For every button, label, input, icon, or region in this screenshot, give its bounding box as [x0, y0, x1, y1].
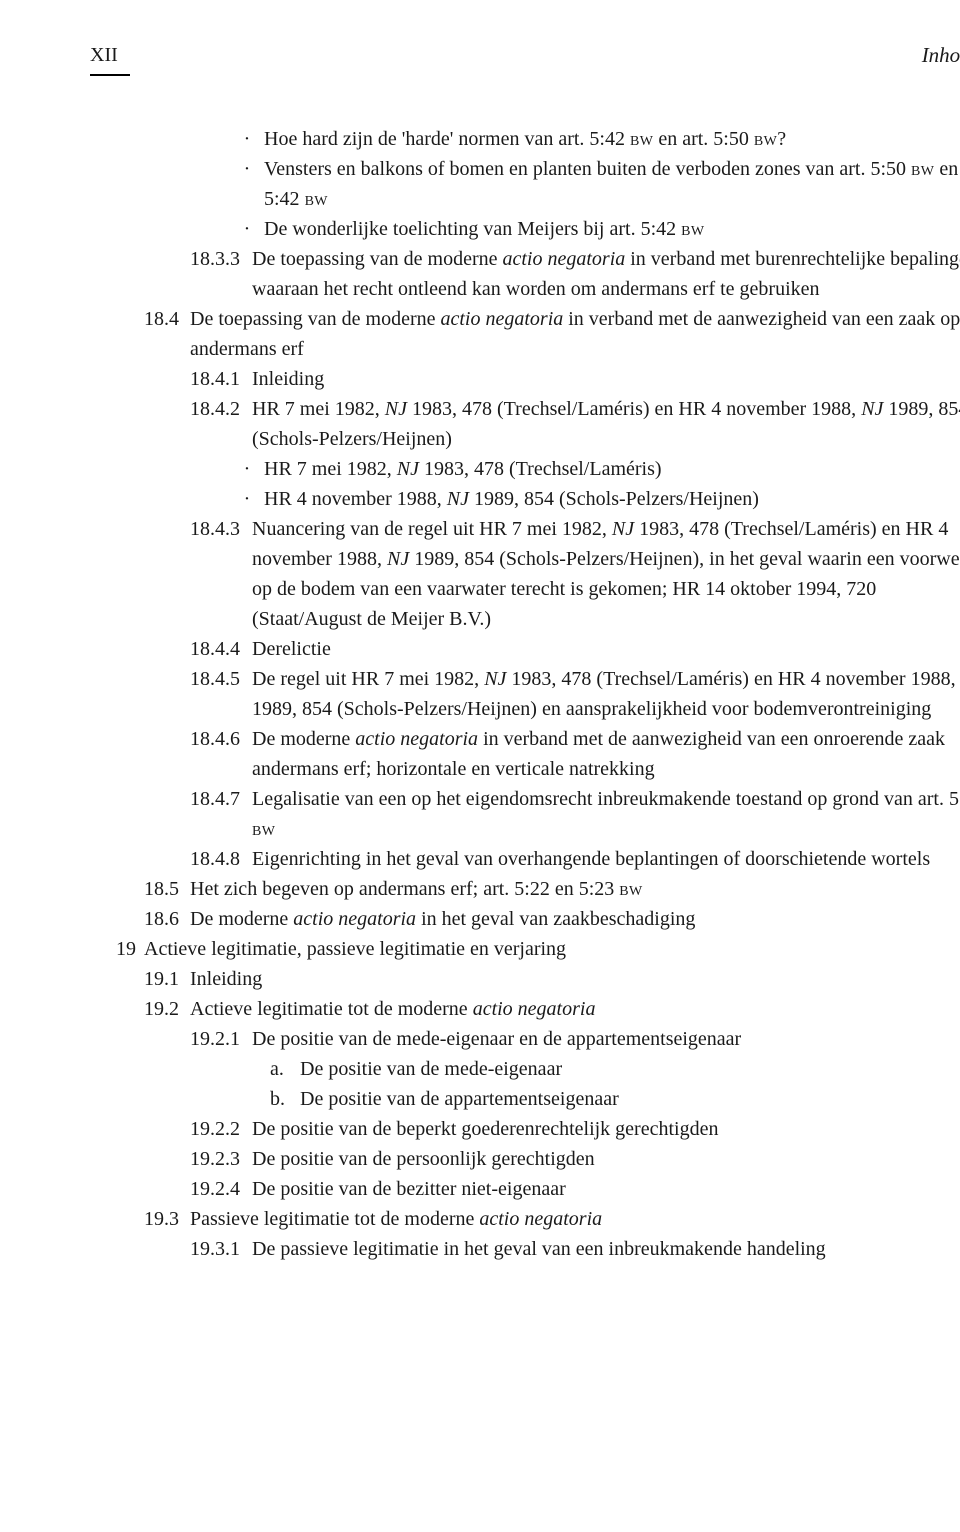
toc-entry-title: Inleiding — [190, 964, 960, 994]
toc-entry-number: 18.4.6 — [190, 724, 252, 754]
toc-entry-title: Actieve legitimatie tot de moderne actio… — [190, 994, 960, 1024]
toc-entry-title: Nuancering van de regel uit HR 7 mei 198… — [252, 514, 960, 634]
toc-entry-title: De toepassing van de moderne actio negat… — [190, 304, 960, 364]
toc-entry: 18.4.6De moderne actio negatoria in verb… — [90, 724, 960, 784]
running-header: XII Inhoudsopgave — [90, 40, 960, 76]
toc-bullet: · — [238, 124, 256, 154]
toc-entry: 18.4.8Eigenrichting in het geval van ove… — [90, 844, 960, 874]
toc-entry: · Hoe hard zijn de 'harde' normen van art… — [90, 124, 960, 154]
toc-entry-title: Inleiding — [252, 364, 960, 394]
toc-entry: 19.3.1De passieve legitimatie in het gev… — [90, 1234, 960, 1264]
toc-entry-number: b. — [270, 1084, 300, 1114]
toc-entry: 19.1Inleiding271 — [90, 964, 960, 994]
toc-entry-title: Passieve legitimatie tot de moderne acti… — [190, 1204, 960, 1234]
toc-entry-title: HR 7 mei 1982, NJ 1983, 478 (Trechsel/La… — [252, 394, 960, 454]
toc-entry-number: 19.3 — [144, 1204, 190, 1234]
toc-entry: a.De positie van de mede-eigenaar272 — [90, 1054, 960, 1084]
toc-entry-title: Eigenrichting in het geval van overhange… — [252, 844, 960, 874]
toc-entry: 18.4.2HR 7 mei 1982, NJ 1983, 478 (Trech… — [90, 394, 960, 454]
toc-entry-number: 18.4.7 — [190, 784, 252, 814]
toc-entry-title: De positie van de persoonlijk gerechtigd… — [252, 1144, 960, 1174]
toc-entry: · HR 7 mei 1982, NJ 1983, 478 (Trechsel/L… — [90, 454, 960, 484]
toc-entry-number: 19.2.1 — [190, 1024, 252, 1054]
toc-entry-number: 19.2.2 — [190, 1114, 252, 1144]
toc-entry-number: 19.3.1 — [190, 1234, 252, 1264]
toc-entry-number: 18.6 — [144, 904, 190, 934]
toc-entry: 18.4.5De regel uit HR 7 mei 1982, NJ 198… — [90, 664, 960, 724]
toc-entry-number: a. — [270, 1054, 300, 1084]
toc-entry-number: 19.2.3 — [190, 1144, 252, 1174]
toc-entry-title: HR 4 november 1988, NJ 1989, 854 (Schols… — [264, 484, 960, 514]
toc-entry: 19.2.3De positie van de persoonlijk gere… — [90, 1144, 960, 1174]
toc-entry: 18.4.4Derelictie256 — [90, 634, 960, 664]
toc-entry-title: De positie van de appartementseigenaar — [300, 1084, 960, 1114]
toc-bullet: · — [238, 484, 256, 514]
toc-entry-title: De positie van de mede-eigenaar en de ap… — [252, 1024, 960, 1054]
toc-entry-title: Legalisatie van een op het eigendomsrech… — [252, 784, 960, 844]
toc-entry: 19.2.1De positie van de mede-eigenaar en… — [90, 1024, 960, 1054]
toc-entry: 19.2.4De positie van de bezitter niet-ei… — [90, 1174, 960, 1204]
toc-entry-title: Hoe hard zijn de 'harde' normen van art.… — [264, 124, 960, 154]
toc-entry-number: 19.2.4 — [190, 1174, 252, 1204]
running-title: Inhoudsopgave — [922, 40, 960, 72]
toc-entry-title: De positie van de mede-eigenaar — [300, 1054, 960, 1084]
toc-entry-title: De moderne actio negatoria in het geval … — [190, 904, 960, 934]
toc-entry-number: 18.4.3 — [190, 514, 252, 544]
toc-entry: 19.3Passieve legitimatie tot de moderne … — [90, 1204, 960, 1234]
toc-entry-title: Derelictie — [252, 634, 960, 664]
toc-entry-number: 18.4 — [144, 304, 190, 334]
toc-bullet: · — [238, 154, 256, 184]
toc-entry: 19Actieve legitimatie, passieve legitima… — [90, 934, 960, 964]
toc-entry-number: 18.4.2 — [190, 394, 252, 424]
toc-entry-number: 19.2 — [144, 994, 190, 1024]
toc-entry: 18.5Het zich begeven op andermans erf; a… — [90, 874, 960, 904]
toc-entry-title: De positie van de bezitter niet-eigenaar — [252, 1174, 960, 1204]
toc-entry: · Vensters en balkons of bomen en planten… — [90, 154, 960, 214]
toc-entry-number: 18.4.5 — [190, 664, 252, 694]
toc-entry-title: Vensters en balkons of bomen en planten … — [264, 154, 960, 214]
toc-entry: 19.2.2De positie van de beperkt goederen… — [90, 1114, 960, 1144]
toc-entry-title: HR 7 mei 1982, NJ 1983, 478 (Trechsel/La… — [264, 454, 960, 484]
toc-entry: b.De positie van de appartementseigenaar… — [90, 1084, 960, 1114]
toc-entry-number: 18.3.3 — [190, 244, 252, 274]
table-of-contents: · Hoe hard zijn de 'harde' normen van art… — [90, 124, 960, 1264]
toc-entry: 18.6De moderne actio negatoria in het ge… — [90, 904, 960, 934]
toc-entry-title: Actieve legitimatie, passieve legitimati… — [144, 934, 960, 964]
toc-entry: 18.4.7Legalisatie van een op het eigendo… — [90, 784, 960, 844]
toc-entry-title: De passieve legitimatie in het geval van… — [252, 1234, 960, 1264]
toc-entry: 18.4.3Nuancering van de regel uit HR 7 m… — [90, 514, 960, 634]
toc-entry-number: 19.1 — [144, 964, 190, 994]
toc-entry-number: 19 — [116, 934, 144, 964]
toc-entry: 18.4.1Inleiding249 — [90, 364, 960, 394]
toc-entry: · HR 4 november 1988, NJ 1989, 854 (Schol… — [90, 484, 960, 514]
toc-entry-title: De moderne actio negatoria in verband me… — [252, 724, 960, 784]
toc-entry: 19.2Actieve legitimatie tot de moderne a… — [90, 994, 960, 1024]
toc-entry-title: De toepassing van de moderne actio negat… — [252, 244, 960, 304]
toc-entry: 18.3.3De toepassing van de moderne actio… — [90, 244, 960, 304]
toc-bullet: · — [238, 454, 256, 484]
toc-entry-number: 18.4.1 — [190, 364, 252, 394]
toc-entry: · De wonderlijke toelichting van Meijers … — [90, 214, 960, 244]
toc-entry: 18.4De toepassing van de moderne actio n… — [90, 304, 960, 364]
page-number-roman: XII — [90, 40, 130, 76]
toc-entry-title: De positie van de beperkt goederenrechte… — [252, 1114, 960, 1144]
toc-entry-title: De wonderlijke toelichting van Meijers b… — [264, 214, 960, 244]
toc-entry-title: Het zich begeven op andermans erf; art. … — [190, 874, 960, 904]
toc-entry-title: De regel uit HR 7 mei 1982, NJ 1983, 478… — [252, 664, 960, 724]
toc-bullet: · — [238, 214, 256, 244]
toc-entry-number: 18.5 — [144, 874, 190, 904]
toc-entry-number: 18.4.8 — [190, 844, 252, 874]
toc-entry-number: 18.4.4 — [190, 634, 252, 664]
